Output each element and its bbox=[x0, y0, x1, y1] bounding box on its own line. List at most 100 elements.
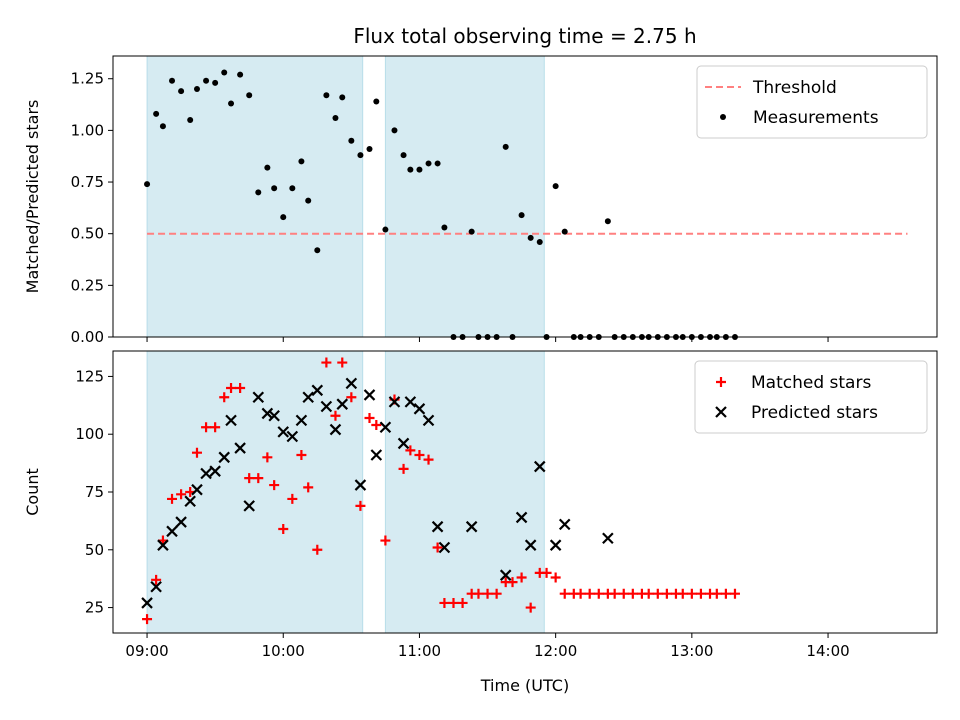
x-tick-label: 10:00 bbox=[262, 642, 305, 660]
matched-star-point bbox=[210, 422, 221, 433]
matched-star-point bbox=[618, 588, 629, 599]
matched-star-point bbox=[303, 482, 314, 493]
predicted-star-point bbox=[397, 437, 410, 450]
measurement-point bbox=[425, 160, 432, 167]
predicted-star-point bbox=[422, 414, 435, 427]
matched-star-point bbox=[661, 588, 672, 599]
measurement-point bbox=[298, 158, 305, 165]
measurement-point bbox=[604, 218, 611, 225]
predicted-star-point bbox=[311, 384, 324, 397]
matched-star-point bbox=[491, 588, 502, 599]
predicted-star-point bbox=[345, 377, 358, 390]
measurement-point bbox=[357, 152, 364, 159]
matched-star-point bbox=[312, 544, 323, 555]
matched-star-point bbox=[695, 588, 706, 599]
predicted-star-point bbox=[166, 525, 178, 538]
measurement-point bbox=[228, 100, 235, 107]
measurement-point bbox=[169, 77, 176, 84]
y-tick-label: 75 bbox=[85, 483, 104, 501]
predicted-star-point bbox=[404, 396, 417, 408]
legend-label: Threshold bbox=[752, 78, 837, 98]
matched-star-point bbox=[364, 413, 375, 424]
predicted-star-point bbox=[379, 421, 392, 434]
predicted-star-point bbox=[431, 520, 444, 533]
measurement-point bbox=[178, 88, 185, 95]
measurement-point bbox=[502, 143, 509, 150]
matched-star-point bbox=[559, 588, 570, 599]
x-tick-label: 13:00 bbox=[670, 642, 713, 660]
y-tick-label: 25 bbox=[85, 599, 104, 617]
legend-key bbox=[716, 377, 726, 387]
measurement-point bbox=[289, 185, 296, 192]
predicted-star-point bbox=[286, 430, 299, 443]
measurement-point bbox=[193, 86, 200, 93]
measurement-point bbox=[552, 183, 559, 190]
matched-star-point bbox=[330, 410, 341, 421]
x-axis-label: Time (UTC) bbox=[480, 676, 569, 695]
measurement-point bbox=[255, 189, 262, 196]
measurement-point bbox=[212, 79, 219, 86]
legend-label: Predicted stars bbox=[751, 403, 878, 423]
measurement-point bbox=[314, 247, 321, 254]
observing-intervals bbox=[146, 55, 545, 338]
matched-star-point bbox=[711, 588, 722, 599]
predicted-star-point bbox=[243, 500, 255, 512]
matched-star-point bbox=[262, 452, 273, 463]
predicted-star-point bbox=[388, 396, 401, 408]
predicted-star-point bbox=[252, 391, 265, 404]
x-tick-label: 12:00 bbox=[534, 642, 577, 660]
measurement-point bbox=[339, 94, 346, 101]
matched-star-point bbox=[278, 523, 289, 534]
predicted-star-point bbox=[218, 451, 231, 464]
matched-star-point bbox=[287, 493, 298, 504]
y-tick-label: 100 bbox=[75, 425, 104, 443]
count-panel: 25 50 75 100 125 09:00 10:00 11:00 12:00 13:00 14:… bbox=[23, 350, 938, 695]
matched-star-point bbox=[593, 588, 604, 599]
predicted-star-point bbox=[209, 465, 221, 477]
matched-star-point bbox=[686, 588, 697, 599]
matched-star-point bbox=[235, 382, 246, 393]
legend: Matched stars Predicted stars bbox=[694, 360, 928, 434]
legend-label: Matched stars bbox=[751, 373, 871, 393]
matched-star-point bbox=[142, 614, 153, 625]
measurement-point bbox=[527, 234, 534, 241]
matched-star-point bbox=[677, 588, 688, 599]
predicted-star-point bbox=[413, 403, 426, 415]
predicted-star-point bbox=[200, 467, 212, 480]
observing-interval bbox=[384, 55, 545, 338]
x-tick-label: 09:00 bbox=[125, 642, 168, 660]
measurement-point bbox=[536, 238, 543, 245]
matched-star-point bbox=[176, 489, 187, 500]
predicted-star-point bbox=[295, 414, 308, 427]
legend-label: Measurements bbox=[753, 108, 879, 128]
matched-star-point bbox=[346, 392, 357, 403]
predicted-star-point bbox=[175, 516, 187, 528]
matched-star-point bbox=[244, 473, 255, 484]
predicted-star-point bbox=[336, 398, 349, 410]
measurement-point bbox=[400, 152, 407, 159]
predicted-star-point bbox=[363, 389, 376, 401]
measurement-point bbox=[407, 166, 414, 173]
legend-key bbox=[720, 114, 726, 120]
predicted-star-point bbox=[268, 409, 280, 422]
matched-star-point bbox=[398, 463, 409, 474]
matched-star-point bbox=[219, 392, 230, 403]
measurement-point bbox=[323, 92, 330, 99]
matched-star-point bbox=[541, 567, 552, 578]
predicted-star-point bbox=[524, 539, 537, 551]
measurement-point bbox=[305, 197, 312, 204]
matched-star-point bbox=[296, 450, 307, 461]
observing-interval bbox=[146, 55, 364, 338]
measurement-point bbox=[264, 164, 271, 171]
matched-star-point bbox=[269, 480, 280, 491]
y-tick-label: 125 bbox=[75, 367, 104, 385]
x-tick-label: 14:00 bbox=[806, 642, 849, 660]
measurement-point bbox=[271, 185, 278, 192]
matched-star-point bbox=[720, 588, 731, 599]
y-tick-label: 0.75 bbox=[71, 173, 104, 191]
matched-star-point bbox=[226, 382, 237, 393]
matched-star-point bbox=[253, 473, 264, 484]
matched-star-point bbox=[380, 535, 391, 546]
legend-box bbox=[694, 360, 928, 434]
